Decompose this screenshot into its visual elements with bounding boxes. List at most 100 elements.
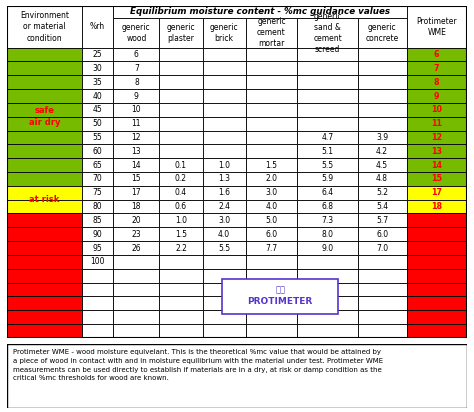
Text: 4.7: 4.7 (321, 133, 334, 142)
Text: 70: 70 (93, 174, 102, 183)
Text: 15: 15 (431, 174, 442, 183)
Bar (407, 324, 467, 338)
Text: generic
concrete: generic concrete (365, 23, 399, 43)
Bar (202, 117, 246, 131)
Text: 6: 6 (134, 50, 139, 59)
Bar (297, 241, 358, 255)
Bar (358, 200, 407, 213)
Text: 10: 10 (431, 105, 442, 114)
Bar (407, 75, 467, 89)
Bar (358, 75, 407, 89)
Bar (82, 200, 113, 213)
Bar (358, 158, 407, 172)
Bar (297, 18, 358, 48)
Bar (297, 213, 358, 227)
Bar (202, 61, 246, 75)
Text: 1.0: 1.0 (175, 216, 187, 225)
Bar (407, 48, 467, 61)
Bar (246, 48, 297, 61)
Text: 2.2: 2.2 (175, 243, 187, 253)
Text: 10: 10 (132, 105, 141, 114)
Bar (82, 117, 113, 131)
Bar (297, 186, 358, 200)
Text: 14: 14 (132, 161, 141, 170)
Text: 14: 14 (431, 161, 442, 170)
Bar (82, 227, 113, 241)
Bar (297, 131, 358, 144)
Text: 0.1: 0.1 (175, 161, 187, 170)
Text: 6.8: 6.8 (321, 202, 334, 211)
Bar (246, 269, 297, 283)
Bar (358, 172, 407, 186)
Text: 5.0: 5.0 (265, 216, 278, 225)
Bar (407, 310, 467, 324)
Bar (159, 75, 202, 89)
Text: 90: 90 (93, 230, 102, 239)
Bar (407, 200, 467, 213)
Text: 4.0: 4.0 (265, 202, 278, 211)
Bar (246, 144, 297, 158)
Text: 8: 8 (434, 78, 439, 87)
Bar (113, 186, 159, 200)
Text: 45: 45 (93, 105, 102, 114)
Text: 7.0: 7.0 (376, 243, 388, 253)
Bar (82, 48, 113, 61)
Bar (113, 48, 159, 61)
Text: Protimeter
WME: Protimeter WME (416, 17, 457, 37)
Bar (407, 61, 467, 75)
Bar (297, 117, 358, 131)
Text: PROTIMETER: PROTIMETER (247, 297, 313, 306)
Bar (358, 255, 407, 269)
Bar (7, 48, 82, 61)
Bar (159, 227, 202, 241)
Text: 85: 85 (93, 216, 102, 225)
Bar (82, 75, 113, 89)
Bar (113, 241, 159, 255)
Bar (358, 103, 407, 117)
Text: 25: 25 (93, 50, 102, 59)
Bar (358, 241, 407, 255)
Bar (246, 75, 297, 89)
Bar (7, 324, 82, 338)
Bar (202, 48, 246, 61)
Bar (113, 158, 159, 172)
Bar (202, 18, 246, 48)
Bar (113, 310, 159, 324)
Text: 6.0: 6.0 (265, 230, 278, 239)
Text: 30: 30 (93, 64, 102, 73)
Bar (202, 213, 246, 227)
Bar (7, 144, 82, 158)
Bar (407, 227, 467, 241)
Bar (407, 131, 467, 144)
Bar (7, 213, 82, 227)
Bar (202, 144, 246, 158)
Bar (82, 283, 113, 296)
Text: 8.0: 8.0 (321, 230, 334, 239)
Text: 6.4: 6.4 (321, 188, 334, 197)
Bar (113, 89, 159, 103)
Text: 9: 9 (134, 91, 139, 101)
Bar (246, 200, 297, 213)
Bar (297, 103, 358, 117)
Bar (82, 172, 113, 186)
Bar (202, 158, 246, 172)
Bar (7, 310, 82, 324)
Bar (82, 103, 113, 117)
Text: at risk: at risk (29, 195, 60, 204)
Bar (82, 144, 113, 158)
Text: 18: 18 (132, 202, 141, 211)
Text: 6: 6 (434, 50, 439, 59)
Bar (297, 324, 358, 338)
Bar (159, 296, 202, 310)
Bar (407, 213, 467, 227)
Text: 65: 65 (93, 161, 102, 170)
Text: relative: relative (419, 285, 454, 294)
Bar (358, 213, 407, 227)
Text: generic
sand &
cement
screed: generic sand & cement screed (313, 12, 342, 54)
Text: Protimeter WME - wood moisture equivelant. This is the theoretical %mc value tha: Protimeter WME - wood moisture equivelan… (13, 349, 383, 382)
Bar (297, 283, 358, 296)
Text: 0.4: 0.4 (175, 188, 187, 197)
Text: 35: 35 (93, 78, 102, 87)
Bar (113, 103, 159, 117)
Text: 4.5: 4.5 (376, 161, 388, 170)
